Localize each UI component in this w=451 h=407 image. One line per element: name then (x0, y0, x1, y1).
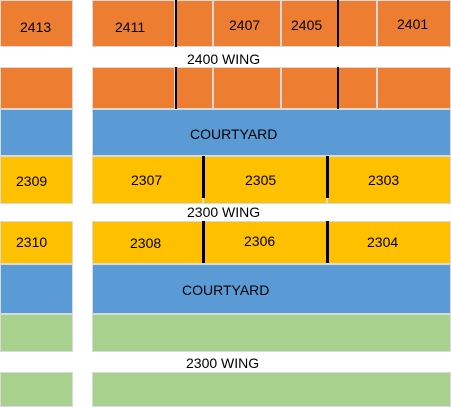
room-2307-block (92, 156, 203, 204)
wing-2400-lower-b (175, 67, 213, 109)
divider (175, 0, 177, 47)
wing-2300-bottom-label: 2300 WING (186, 355, 260, 371)
wing-2400-lower-f (377, 67, 451, 109)
room-2307-label: 2307 (131, 172, 163, 188)
room-2310-block (0, 221, 73, 264)
courtyard-upper-left (0, 109, 73, 156)
green-wing-lower (92, 372, 451, 407)
room-2411-block (92, 0, 175, 47)
courtyard-lower-left (0, 264, 73, 314)
room-2303-block (327, 156, 451, 204)
room-2306-label: 2306 (244, 233, 276, 249)
wing-2400-label: 2400 WING (187, 51, 261, 67)
divider (202, 156, 205, 198)
room-2407-label: 2407 (229, 17, 261, 33)
divider (326, 221, 329, 263)
room-2308-block (92, 221, 203, 264)
divider (202, 221, 205, 263)
wing-2400-lower-e (338, 67, 377, 109)
courtyard-lower (92, 264, 451, 314)
room-2413-block (0, 0, 73, 47)
room-2401-block (377, 0, 451, 47)
green-wing-upper (92, 314, 451, 352)
divider (326, 156, 329, 198)
room-2309-block (0, 156, 73, 204)
courtyard-upper (92, 109, 451, 156)
wing-2400-lower-d (281, 67, 338, 109)
wing-2300-mid-label: 2300 WING (187, 204, 261, 220)
wing-2400-lower-left (0, 67, 73, 109)
room-2413-label: 2413 (20, 19, 52, 35)
room-2309-label: 2309 (16, 173, 48, 189)
room-2310-label: 2310 (16, 234, 48, 250)
room-2305-label: 2305 (245, 172, 277, 188)
wing-2400-lower-c (213, 67, 281, 109)
courtyard-lower-label: COURTYARD (182, 282, 270, 298)
room-2407-block (213, 0, 281, 47)
divider (337, 67, 339, 109)
divider (175, 67, 177, 109)
room-2304-block (327, 221, 451, 264)
room-2303-label: 2303 (368, 172, 400, 188)
courtyard-upper-label: COURTYARD (190, 126, 278, 142)
room-2405-label: 2405 (291, 17, 323, 33)
green-wing-upper-left (0, 314, 73, 352)
room-2409-block (175, 0, 213, 47)
room-2403-block (338, 0, 377, 47)
room-2308-label: 2308 (130, 235, 162, 251)
room-2304-label: 2304 (367, 234, 399, 250)
wing-2400-lower-a (92, 67, 175, 109)
divider (337, 0, 339, 47)
room-2401-label: 2401 (397, 16, 429, 32)
green-wing-lower-left (0, 372, 73, 407)
room-2411-label: 2411 (115, 19, 146, 35)
